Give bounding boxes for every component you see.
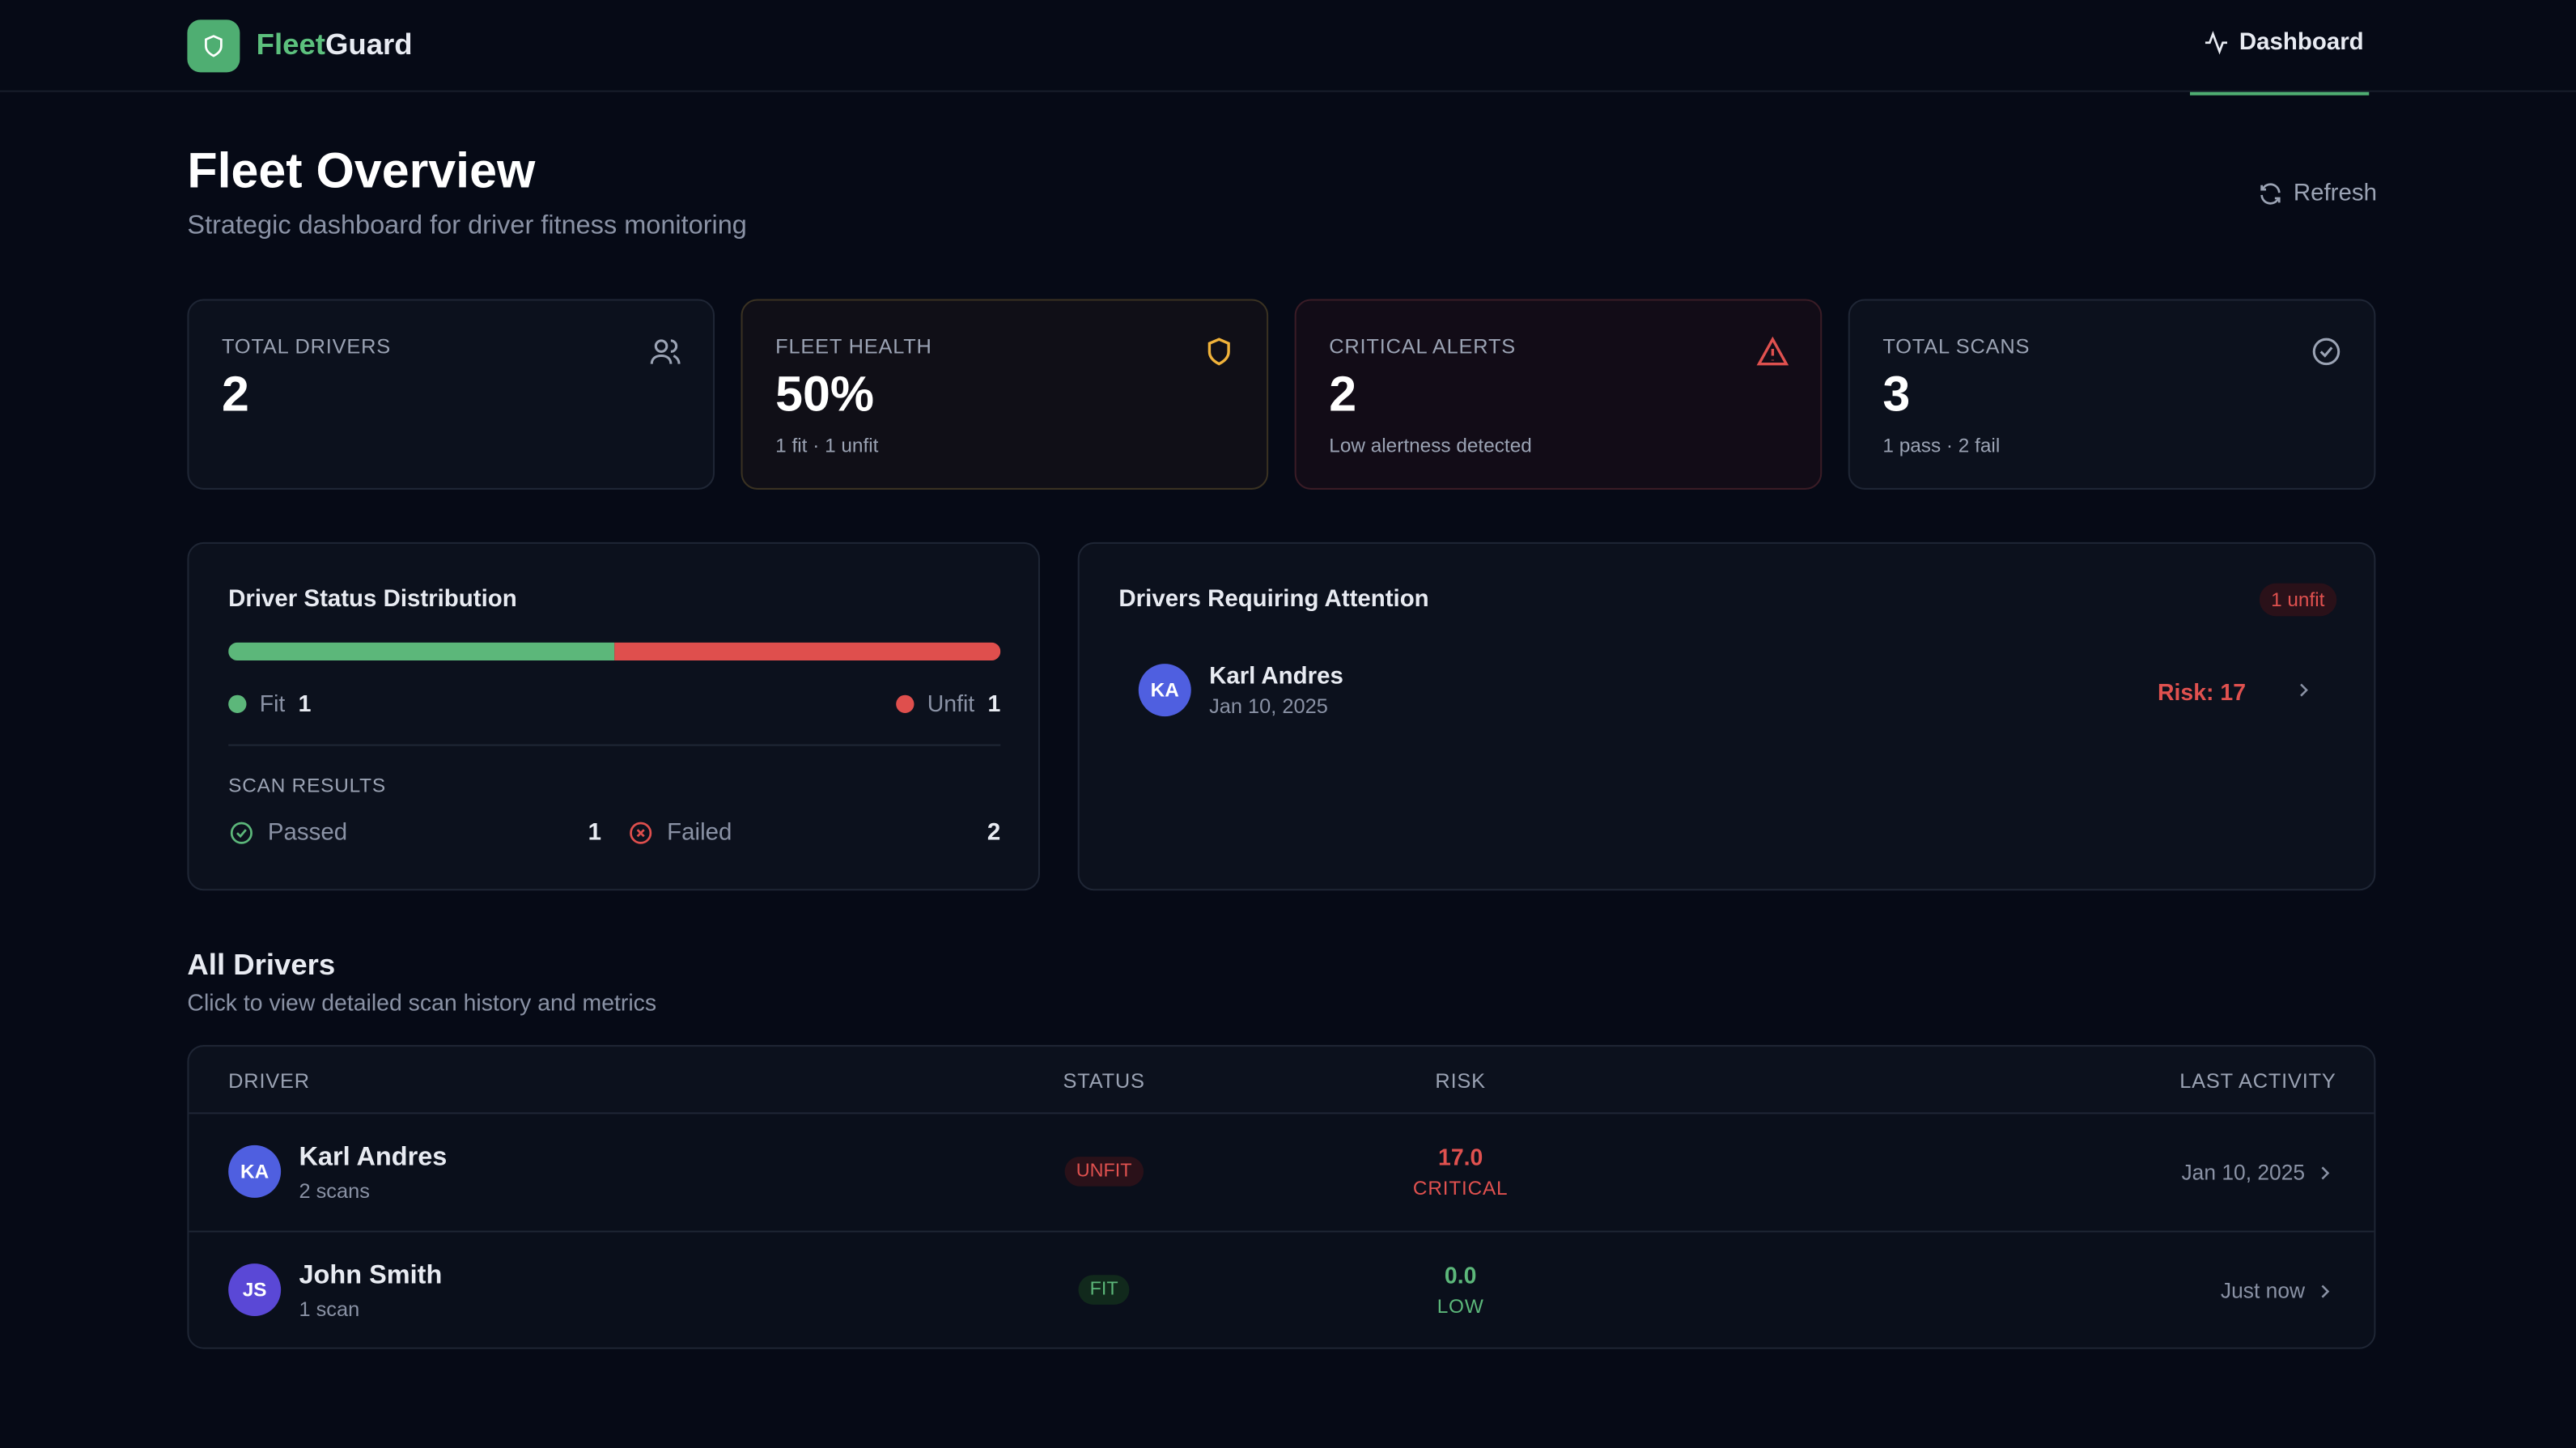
legend-count: 1 [298,690,312,717]
passed-count: 1 [588,819,601,847]
driver-name: Karl Andres [1209,664,1343,690]
nav-dashboard[interactable]: Dashboard [2203,29,2364,57]
passed-label: Passed [267,819,348,847]
stat-note: Low alertness detected [1329,433,1532,457]
page-title: Fleet Overview [187,144,536,199]
stat-card: CRITICAL ALERTS 2 Low alertness detected [1294,299,1823,490]
status-badge: UNFIT [1064,1157,1144,1187]
avatar: JS [228,1263,282,1317]
stat-label: FLEET HEALTH [775,335,932,359]
failed-row: Failed [627,820,732,846]
legend-fit: Fit 1 [228,690,311,716]
refresh-button[interactable]: Refresh [2257,180,2377,207]
attention-card: Drivers Requiring Attention 1 unfit KA K… [1077,541,2376,891]
brand[interactable]: FleetGuard [257,28,413,63]
column-header: LAST ACTIVITY [2179,1069,2336,1093]
refresh-label: Refresh [2293,180,2377,207]
icon-check [2312,338,2340,366]
card-title: Driver Status Distribution [228,586,517,614]
risk-level: CRITICAL [1412,1176,1509,1200]
stat-note: 1 pass · 2 fail [1882,433,2001,457]
section-title: All Drivers [187,948,336,981]
driver-scans: 1 scan [299,1297,360,1322]
icon-users [650,339,681,364]
risk-score: Risk: 17 [2157,678,2247,705]
nav-underline [2189,91,2370,96]
stat-note: 1 fit · 1 unfit [775,433,879,457]
status-badge: FIT [1078,1275,1130,1305]
header-border [0,90,2576,92]
column-header: DRIVER [228,1069,310,1093]
divider [228,744,1001,746]
drivers-table: DRIVER STATUS RISK LAST ACTIVITY KA Karl… [187,1045,2376,1349]
stat-card: TOTAL SCANS 3 1 pass · 2 fail [1848,299,2376,490]
failed-label: Failed [667,819,732,847]
logo[interactable] [187,19,240,73]
driver-date: Jan 10, 2025 [1209,694,1328,719]
legend-label: Unfit [927,690,975,717]
stat-value: 2 [1329,367,1357,423]
icon-alert [1756,336,1789,366]
section-subtitle: Click to view detailed scan history and … [187,989,657,1016]
stat-card: FLEET HEALTH 50% 1 fit · 1 unfit [741,299,1269,490]
stat-label: TOTAL SCANS [1882,335,2031,359]
distribution-card: Driver Status Distribution Fit 1 Unfit 1… [187,541,1040,891]
fit-segment [228,642,615,661]
stat-value: 3 [1882,367,1911,423]
legend-label: Fit [259,690,286,717]
stat-value: 50% [775,367,875,423]
risk-level: LOW [1437,1294,1484,1318]
legend-unfit: Unfit 1 [896,690,1000,716]
driver-name: Karl Andres [299,1143,448,1172]
brand-b: Guard [325,28,413,62]
last-activity: Jan 10, 2025 [2181,1160,2306,1185]
page-subtitle: Strategic dashboard for driver fitness m… [187,211,747,240]
attention-item[interactable]: KA Karl Andres Jan 10, 2025 Risk: 17 [1106,656,2351,721]
column-header: STATUS [1063,1069,1145,1093]
stat-card: TOTAL DRIVERS 2 [187,299,715,490]
passed-row: Passed [228,820,347,846]
icon-shield [1207,338,1230,366]
unfit-badge: 1 unfit [2259,583,2336,617]
status-bar [228,642,1001,661]
last-activity: Just now [2220,1278,2306,1303]
risk-value: 17.0 [1438,1143,1483,1170]
section-label: SCAN RESULTS [228,774,386,797]
card-title: Drivers Requiring Attention [1118,586,1429,614]
driver-row[interactable]: JS John Smith 1 scan FIT 0.0 LOW Just no… [189,1230,2374,1348]
stat-label: CRITICAL ALERTS [1329,335,1517,359]
brand-a: Fleet [256,28,325,62]
avatar: KA [228,1144,282,1198]
failed-count: 2 [987,819,1001,847]
driver-scans: 2 scans [299,1179,370,1203]
stat-label: TOTAL DRIVERS [222,335,391,359]
avatar: KA [1138,664,1191,717]
driver-row[interactable]: KA Karl Andres 2 scans UNFIT 17.0 CRITIC… [189,1112,2374,1233]
nav-label: Dashboard [2239,29,2364,57]
legend-count: 1 [987,690,1001,717]
unfit-segment [614,642,1001,661]
column-header: RISK [1435,1069,1486,1093]
risk-value: 0.0 [1444,1262,1477,1289]
stat-value: 2 [222,367,249,423]
driver-name: John Smith [299,1262,443,1290]
